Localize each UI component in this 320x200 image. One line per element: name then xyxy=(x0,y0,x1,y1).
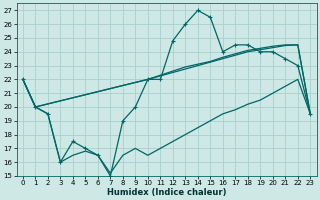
X-axis label: Humidex (Indice chaleur): Humidex (Indice chaleur) xyxy=(107,188,226,197)
